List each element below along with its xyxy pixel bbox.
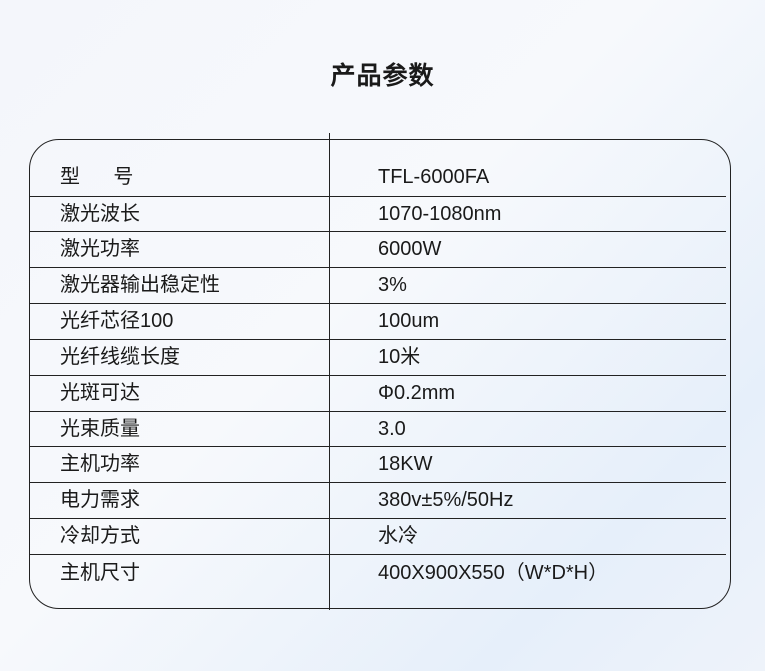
row-label: 主机尺寸 [60,562,140,584]
row-value: 380v±5%/50Hz [378,489,514,511]
row-label: 光束质量 [60,418,140,440]
table-row: 激光功率 6000W [0,231,765,267]
row-label: 型 号 [60,166,134,188]
row-divider [30,518,726,520]
row-label: 光纤线缆长度 [60,346,180,368]
row-value: 10米 [378,346,421,368]
table-row: 冷却方式 水冷 [0,518,765,554]
row-label: 光斑可达 [60,382,140,404]
row-divider [30,303,726,305]
page-title: 产品参数 [330,62,435,90]
table-row: 主机尺寸 400X900X550（W*D*H） [0,555,765,591]
row-divider [30,375,726,377]
row-value: 3.0 [378,418,406,440]
row-value: 3% [378,274,407,296]
row-label: 冷却方式 [60,525,140,547]
table-row: 光纤芯径100 100um [0,303,765,339]
table-row: 激光波长 1070-1080nm [0,196,765,232]
row-value: 100um [378,310,440,332]
table-row: 光斑可达 Φ0.2mm [0,375,765,411]
row-label: 电力需求 [60,489,140,511]
row-value: 6000W [378,238,442,260]
table-row: 型 号 TFL-6000FA [0,159,765,195]
row-value: TFL-6000FA [378,166,490,188]
row-value: 400X900X550（W*D*H） [378,562,609,584]
table-row: 电力需求 380v±5%/50Hz [0,482,765,518]
row-divider [30,446,726,448]
row-label: 激光波长 [60,203,140,225]
row-label: 光纤芯径100 [60,310,174,332]
row-divider [30,554,726,556]
row-divider [30,267,726,269]
row-divider [30,482,726,484]
table-row: 主机功率 18KW [0,446,765,482]
spec-table [29,139,731,609]
row-divider [30,196,726,198]
row-divider [30,411,726,413]
row-value: 18KW [378,453,433,475]
row-label: 激光器输出稳定性 [60,274,220,296]
row-divider [30,339,726,341]
row-divider [30,231,726,233]
table-row: 光束质量 3.0 [0,411,765,447]
table-row: 激光器输出稳定性 3% [0,267,765,303]
row-value: 1070-1080nm [378,203,502,225]
column-divider [329,133,331,610]
row-value: Φ0.2mm [378,382,456,404]
row-value: 水冷 [378,525,418,547]
row-label: 激光功率 [60,238,140,260]
table-row: 光纤线缆长度 10米 [0,339,765,375]
row-label: 主机功率 [60,453,140,475]
